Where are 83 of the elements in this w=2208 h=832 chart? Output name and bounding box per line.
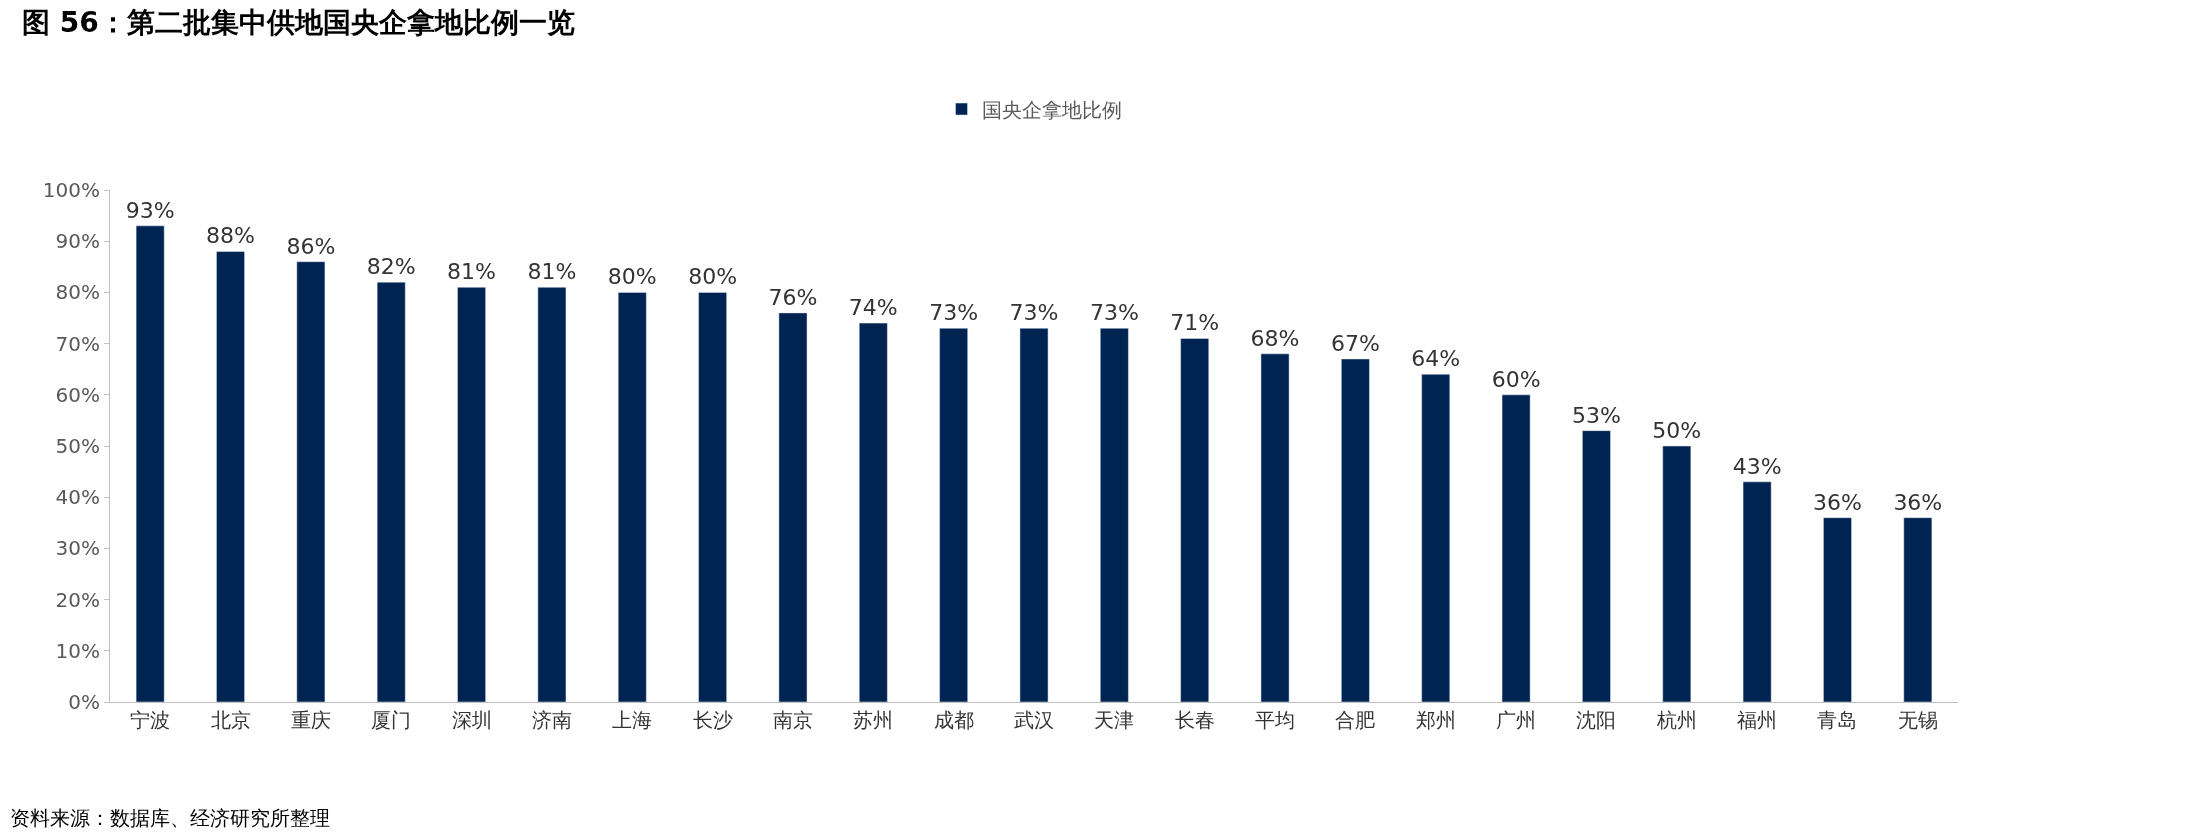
- data-label: 43%: [1732, 453, 1782, 479]
- data-label: 76%: [768, 284, 818, 310]
- data-label: 71%: [1170, 310, 1220, 336]
- data-label: 80%: [607, 264, 657, 290]
- bar: [1421, 374, 1451, 702]
- x-tick-label: 厦门: [371, 708, 412, 732]
- bar: [1582, 430, 1611, 702]
- x-tick-label: 成都: [933, 708, 974, 732]
- data-label: 73%: [1009, 300, 1059, 326]
- bar: [1260, 353, 1290, 702]
- data-label: 73%: [929, 300, 979, 326]
- x-tick-label: 杭州: [1655, 708, 1697, 732]
- data-label: 64%: [1411, 346, 1461, 372]
- x-tick-label: 南京: [772, 708, 813, 732]
- x-tick-label: 沈阳: [1576, 708, 1617, 732]
- text: 资料来源：数据库、经济研究所整理: [10, 806, 330, 830]
- bar: [216, 251, 245, 702]
- bar: [617, 292, 647, 702]
- x-tick-label: 宁波: [130, 708, 171, 732]
- x-tick-label: 福州: [1737, 708, 1778, 732]
- bar: [858, 322, 888, 702]
- bar: [296, 261, 326, 702]
- bar: [698, 292, 727, 702]
- bar: [1662, 445, 1692, 702]
- data-label: 93%: [125, 197, 175, 223]
- bar: [457, 287, 486, 702]
- y-tick-label: 10%: [55, 638, 100, 663]
- bar: [1501, 394, 1531, 702]
- x-tick-label: 郑州: [1415, 708, 1456, 732]
- x-tick-label: 上海: [612, 708, 653, 732]
- bar: [939, 327, 968, 702]
- bar: [135, 225, 165, 702]
- data-label: 73%: [1089, 300, 1139, 326]
- x-tick-label: 深圳: [451, 708, 492, 732]
- x-tick-label: 长沙: [692, 708, 733, 732]
- data-label: 81%: [447, 259, 497, 285]
- bar: [1180, 338, 1210, 702]
- x-tick-label: 北京: [210, 708, 251, 732]
- chart-title: 图 56：第二批集中供地国央企拿地比例一览: [22, 6, 575, 40]
- y-tick-label: 0%: [68, 690, 100, 714]
- y-tick-label: 100%: [42, 178, 100, 202]
- data-label: 67%: [1330, 330, 1380, 356]
- data-label: 60%: [1491, 366, 1541, 392]
- x-tick-label: 长春: [1174, 708, 1215, 732]
- x-tick-label: 济南: [531, 708, 572, 732]
- bar: [778, 312, 808, 702]
- data-label: 81%: [527, 259, 577, 285]
- y-tick-label: 70%: [55, 331, 100, 356]
- y-tick-label: 90%: [55, 229, 100, 254]
- data-label: 36%: [1813, 489, 1862, 515]
- data-label: 74%: [848, 295, 898, 321]
- y-tick-label: 30%: [55, 536, 100, 561]
- x-tick-label: 合肥: [1335, 708, 1376, 732]
- y-tick-label: 80%: [55, 280, 100, 305]
- data-label: 80%: [688, 264, 738, 290]
- bar: [1100, 327, 1129, 702]
- x-tick-label: 无锡: [1897, 708, 1938, 732]
- x-tick-label: 平均: [1255, 708, 1296, 732]
- y-tick-label: 50%: [55, 434, 100, 458]
- bar: [537, 287, 567, 702]
- x-tick-label: 重庆: [290, 708, 331, 732]
- y-tick-label: 60%: [55, 382, 100, 407]
- data-label: 82%: [366, 254, 416, 280]
- data-label: 53%: [1571, 402, 1621, 428]
- x-tick-label: 武汉: [1014, 708, 1054, 732]
- bar: [1019, 327, 1049, 702]
- data-label: 86%: [286, 233, 336, 259]
- bar: [1742, 481, 1772, 702]
- data-label: 50%: [1652, 418, 1702, 443]
- x-tick-label: 青岛: [1817, 708, 1858, 732]
- bar: [376, 281, 406, 702]
- legend-label: 国央企拿地比例: [981, 97, 1122, 122]
- data-label: 36%: [1893, 489, 1943, 515]
- x-tick-label: 广州: [1496, 708, 1537, 732]
- bar: [1823, 517, 1852, 702]
- data-label: 88%: [206, 223, 255, 249]
- bar: [1903, 517, 1933, 702]
- y-tick-label: 20%: [55, 587, 100, 612]
- x-tick-label: 天津: [1094, 708, 1135, 732]
- x-tick-label: 苏州: [853, 708, 894, 732]
- data-label: 68%: [1250, 325, 1300, 351]
- y-tick-label: 40%: [55, 485, 100, 510]
- bar: [1341, 358, 1370, 702]
